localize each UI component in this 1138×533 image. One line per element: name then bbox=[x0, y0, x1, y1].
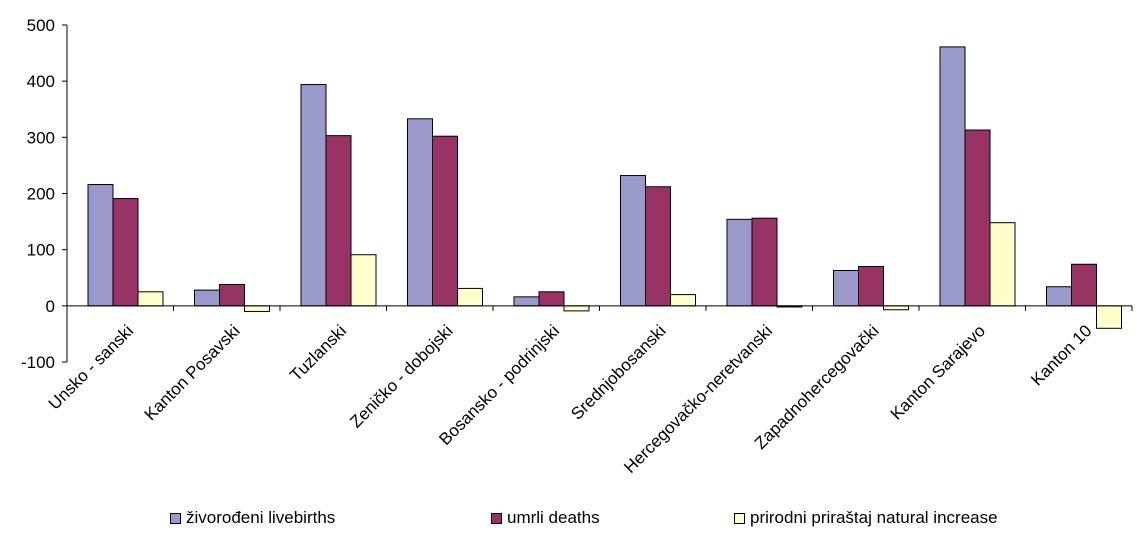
legend-swatch-deaths bbox=[491, 512, 502, 524]
bar-deaths bbox=[112, 198, 139, 307]
category-label: Unsko - sanski bbox=[45, 321, 137, 413]
bar-livebirths bbox=[939, 46, 966, 307]
bar-natural-increase bbox=[563, 305, 590, 312]
legend-label-livebirths: živorođeni livebirths bbox=[186, 508, 336, 527]
category-label: Zeničko - dobojski bbox=[346, 321, 456, 431]
y-tick-label: 200 bbox=[27, 185, 55, 204]
category-label: Tuzlanski bbox=[286, 321, 350, 385]
bar-natural-increase bbox=[1096, 305, 1122, 329]
bar-livebirths bbox=[620, 175, 646, 307]
bar-livebirths bbox=[726, 218, 753, 307]
bar-natural-increase bbox=[989, 222, 1016, 307]
bar-livebirths bbox=[833, 269, 859, 307]
bar-livebirths bbox=[407, 118, 433, 307]
bar-deaths bbox=[645, 186, 671, 307]
bar-natural-increase bbox=[457, 287, 483, 307]
bar-deaths bbox=[219, 283, 245, 307]
bar-deaths bbox=[538, 291, 565, 307]
y-tick-label: 300 bbox=[27, 128, 55, 147]
bar-livebirths bbox=[513, 296, 540, 307]
bar-deaths bbox=[432, 135, 458, 307]
category-label: Zapadnohercegovački bbox=[751, 321, 883, 453]
legend-swatch-livebirths bbox=[170, 512, 181, 524]
legend-swatch-natural-increase bbox=[734, 512, 745, 524]
category-label: Srednjobosanski bbox=[567, 321, 669, 423]
bar-deaths bbox=[751, 217, 778, 307]
bar-livebirths bbox=[300, 84, 327, 307]
y-tick-label: 500 bbox=[27, 16, 55, 35]
bar-deaths bbox=[858, 266, 884, 307]
bar-livebirths bbox=[1046, 286, 1072, 307]
legend-item-deaths: umrli deaths bbox=[491, 508, 600, 528]
bar-livebirths bbox=[87, 184, 114, 307]
y-tick-label: 0 bbox=[46, 297, 55, 316]
bar-natural-increase bbox=[244, 305, 270, 312]
bar-deaths bbox=[964, 129, 991, 307]
category-label: Bosansko - podrinjski bbox=[435, 321, 563, 449]
category-label: Kanton Posavski bbox=[141, 321, 244, 424]
bar-deaths bbox=[325, 135, 352, 307]
legend: živorođeni livebirths umrli deaths priro… bbox=[0, 508, 1138, 530]
bar-livebirths bbox=[194, 289, 220, 307]
legend-label-natural-increase: prirodni priraštaj natural increase bbox=[750, 508, 998, 527]
bar-natural-increase bbox=[137, 291, 164, 307]
y-tick-label: 400 bbox=[27, 72, 55, 91]
bar-natural-increase bbox=[350, 254, 377, 307]
legend-item-natural-increase: prirodni priraštaj natural increase bbox=[734, 508, 998, 528]
y-tick-label: -100 bbox=[21, 353, 55, 372]
bar-deaths bbox=[1071, 263, 1097, 307]
bar-natural-increase bbox=[670, 294, 696, 307]
y-tick-label: 100 bbox=[27, 241, 55, 260]
legend-label-deaths: umrli deaths bbox=[507, 508, 600, 527]
bar-natural-increase bbox=[883, 305, 909, 311]
category-label: Kanton Sarajevo bbox=[887, 321, 989, 423]
legend-item-livebirths: živorođeni livebirths bbox=[170, 508, 335, 528]
category-label: Kanton 10 bbox=[1027, 321, 1095, 389]
